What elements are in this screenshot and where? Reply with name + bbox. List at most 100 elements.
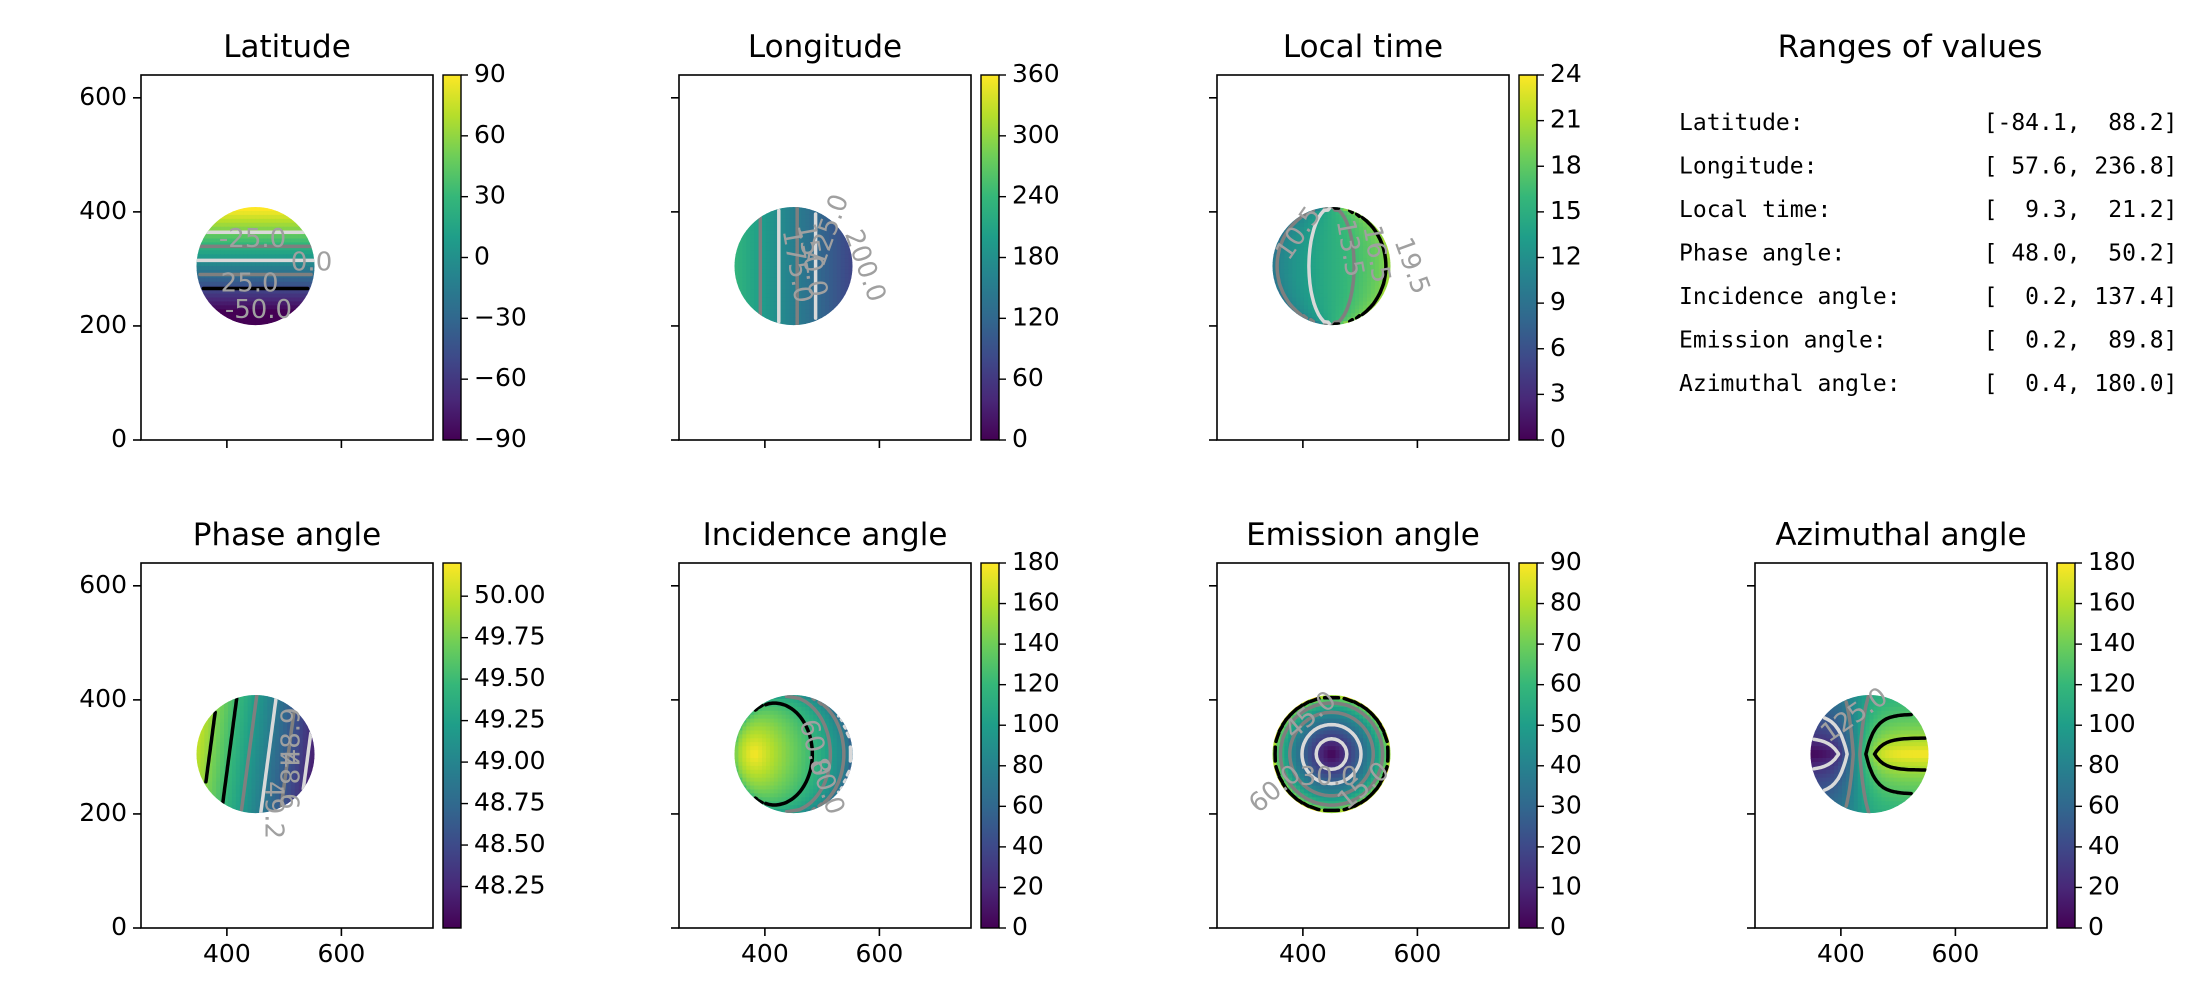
contour-line [221, 696, 239, 805]
contour-line [1872, 736, 1927, 772]
colorbar-tick-label: 300 [1012, 120, 1060, 149]
axes-frame [140, 562, 434, 929]
contour-line [1300, 722, 1363, 786]
panel-title: Longitude [748, 29, 902, 65]
colorbar-tick-label: 100 [1012, 709, 1060, 738]
contour-line [1858, 695, 1871, 814]
colorbar [2056, 562, 2076, 929]
contour-line [1844, 700, 1855, 808]
contour-line [1864, 712, 1913, 796]
colorbar-tick-label: 24 [1550, 59, 1582, 88]
range-row: Incidence angle: [ 0.2, 137.4] [1679, 284, 2178, 310]
axes-frame [1216, 562, 1510, 929]
panel-title: Incidence angle [703, 517, 948, 553]
x-tick-label: 400 [1279, 939, 1327, 968]
contour-label: -25.0 [219, 224, 286, 254]
colorbar [980, 74, 1000, 441]
colorbar-tick-label: 0 [1012, 912, 1028, 941]
colorbar-tick-label: 6 [1550, 333, 1566, 362]
range-row: Emission angle: [ 0.2, 89.8] [1679, 328, 2178, 354]
colorbar-tick-label: 360 [1012, 59, 1060, 88]
panel-title: Emission angle [1246, 517, 1480, 553]
colorbar-tick-label: 10 [1550, 871, 1582, 900]
x-tick-label: 600 [1932, 939, 1980, 968]
panel-1: Latitude -25.00.0 25.0-50.0 0 200 400 600 90 60 3… [79, 29, 526, 453]
panel-title: Phase angle [193, 517, 381, 553]
contour-line [811, 696, 846, 812]
axes-frame [678, 74, 972, 441]
y-tick-label: 200 [79, 310, 127, 339]
colorbar-tick-label: 30 [474, 181, 506, 210]
range-row: Azimuthal angle: [ 0.4, 180.0] [1679, 371, 2178, 397]
colorbar-tick-label: 80 [1550, 588, 1582, 617]
colorbar-tick-label: 0 [2088, 912, 2104, 941]
x-tick-label: 400 [1817, 939, 1865, 968]
colorbar-tick-label: 160 [2088, 588, 2136, 617]
x-tick-label: 600 [1394, 939, 1442, 968]
panel-title: Latitude [223, 29, 351, 65]
colorbar [1518, 74, 1538, 441]
colorbar-tick-label: 60 [1550, 669, 1582, 698]
axes-frame [140, 74, 434, 441]
colorbar-tick-label: 49.75 [474, 622, 546, 651]
colorbar-tick-label: 40 [1012, 831, 1044, 860]
colorbar-tick-label: 70 [1550, 628, 1582, 657]
disc-image [196, 207, 315, 326]
colorbar-tick-label: 180 [1012, 242, 1060, 271]
colorbar-tick-label: 180 [2088, 547, 2136, 576]
colorbar-tick-label: 240 [1012, 181, 1060, 210]
colorbar-tick-label: 0 [1012, 424, 1028, 453]
range-row: Phase angle: [ 48.0, 50.2] [1679, 241, 2178, 267]
disc-image [1810, 695, 1929, 814]
colorbar-tick-label: 15 [1550, 196, 1582, 225]
colorbar-tick-label: 0 [1550, 912, 1566, 941]
y-tick-label: 400 [79, 684, 127, 713]
range-row: Latitude: [-84.1, 88.2] [1679, 110, 2178, 136]
contour-label: 48.9 [277, 707, 307, 765]
contour-line [1314, 737, 1349, 772]
colorbar-tick-label: 30 [1550, 790, 1582, 819]
colorbar-tick-label: 60 [1012, 363, 1044, 392]
contour-line [301, 731, 313, 791]
contour-line [1275, 207, 1331, 326]
colorbar-tick-label: 120 [1012, 669, 1060, 698]
colorbar-tick-label: 60 [474, 120, 506, 149]
disc-image [1272, 695, 1391, 814]
colorbar-tick-label: 12 [1550, 242, 1582, 271]
colorbar-tick-label: 49.25 [474, 705, 546, 734]
contour-line [1307, 207, 1333, 326]
contour-label: 30.0 [1300, 762, 1358, 792]
colorbar-tick-label: 140 [2088, 628, 2136, 657]
colorbar-tick-label: 100 [2088, 709, 2136, 738]
colorbar-tick-label: 140 [1012, 628, 1060, 657]
colorbar-tick-label: 48.75 [474, 788, 546, 817]
colorbar-tick-label: 0 [474, 242, 490, 271]
colorbar-tick-label: 20 [1012, 871, 1044, 900]
colorbar-tick-label: 60 [2088, 790, 2120, 819]
contour-line [204, 710, 217, 784]
colorbar-tick-label: 9 [1550, 287, 1566, 316]
x-tick-label: 600 [318, 939, 366, 968]
contour-line [1273, 695, 1390, 813]
contour-line [753, 701, 815, 807]
colorbar-tick-label: 20 [1550, 831, 1582, 860]
colorbar [442, 562, 462, 929]
contour-line [784, 695, 833, 814]
colorbar-tick-label: 90 [1550, 547, 1582, 576]
colorbar [1518, 562, 1538, 929]
colorbar-tick-label: 48.50 [474, 829, 546, 858]
contour-line [239, 695, 259, 812]
colorbar-tick-label: 50 [1550, 709, 1582, 738]
panel-title: Azimuthal angle [1775, 517, 2026, 553]
colorbar-tick-label: 49.00 [474, 746, 546, 775]
y-tick-label: 0 [111, 912, 127, 941]
contour-label: 0.0 [291, 248, 332, 278]
y-tick-label: 600 [79, 82, 127, 111]
panel-title: Local time [1283, 29, 1443, 65]
colorbar-tick-label: −90 [474, 424, 527, 453]
y-tick-label: 400 [79, 196, 127, 225]
colorbar-tick-label: 120 [1012, 302, 1060, 331]
